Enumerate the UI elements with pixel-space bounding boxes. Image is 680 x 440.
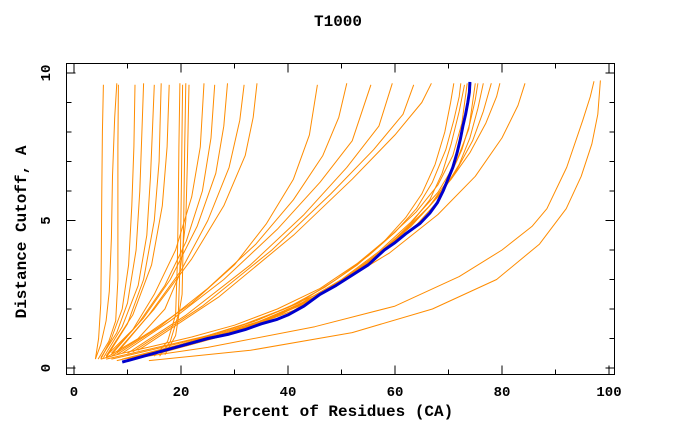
- model-curve: [143, 83, 501, 356]
- y-tick-label: 5: [39, 216, 55, 224]
- x-tick-label: 60: [387, 385, 404, 401]
- model-curve: [111, 84, 318, 357]
- x-axis-label: Percent of Residues (CA): [223, 403, 453, 421]
- model-curve: [111, 83, 228, 354]
- model-curve: [137, 83, 432, 351]
- model-curve: [105, 84, 170, 357]
- y-tick-label: 0: [39, 364, 55, 372]
- model-curve: [164, 83, 187, 355]
- model-curve: [100, 84, 136, 360]
- plot-frame: [66, 63, 615, 375]
- model-curve: [138, 83, 492, 357]
- model-curve: [94, 83, 118, 360]
- x-tick-label: 20: [173, 385, 190, 401]
- model-curve: [111, 83, 462, 360]
- model-curve: [127, 81, 595, 360]
- x-tick-label: 80: [494, 385, 511, 401]
- model-curve: [100, 83, 145, 358]
- model-curve: [127, 83, 393, 354]
- model-curve: [159, 84, 184, 357]
- chart-title: T1000: [314, 13, 362, 31]
- x-tick-label: 40: [280, 385, 297, 401]
- model-curve: [153, 83, 181, 357]
- highlight-curve: [121, 81, 472, 364]
- model-curve: [122, 83, 526, 360]
- model-curve: [159, 83, 476, 354]
- model-curve: [116, 83, 348, 356]
- model-curve: [105, 84, 190, 359]
- y-axis-label: Distance Cutoff, A: [13, 145, 31, 318]
- model-curve: [121, 84, 372, 354]
- model-curve: [100, 83, 468, 360]
- model-curve: [132, 84, 415, 353]
- model-curve: [105, 83, 455, 360]
- model-curve: [97, 84, 119, 360]
- y-tick-label: 10: [39, 65, 55, 82]
- model-curve: [116, 83, 258, 353]
- x-tick-label: 100: [596, 385, 621, 401]
- model-curve: [94, 84, 104, 360]
- model-curve: [102, 84, 155, 358]
- plot-area: 0 20 40 60 80 100 0 5 10: [39, 63, 622, 401]
- model-curve: [148, 80, 601, 362]
- x-tick-label: 0: [70, 385, 78, 401]
